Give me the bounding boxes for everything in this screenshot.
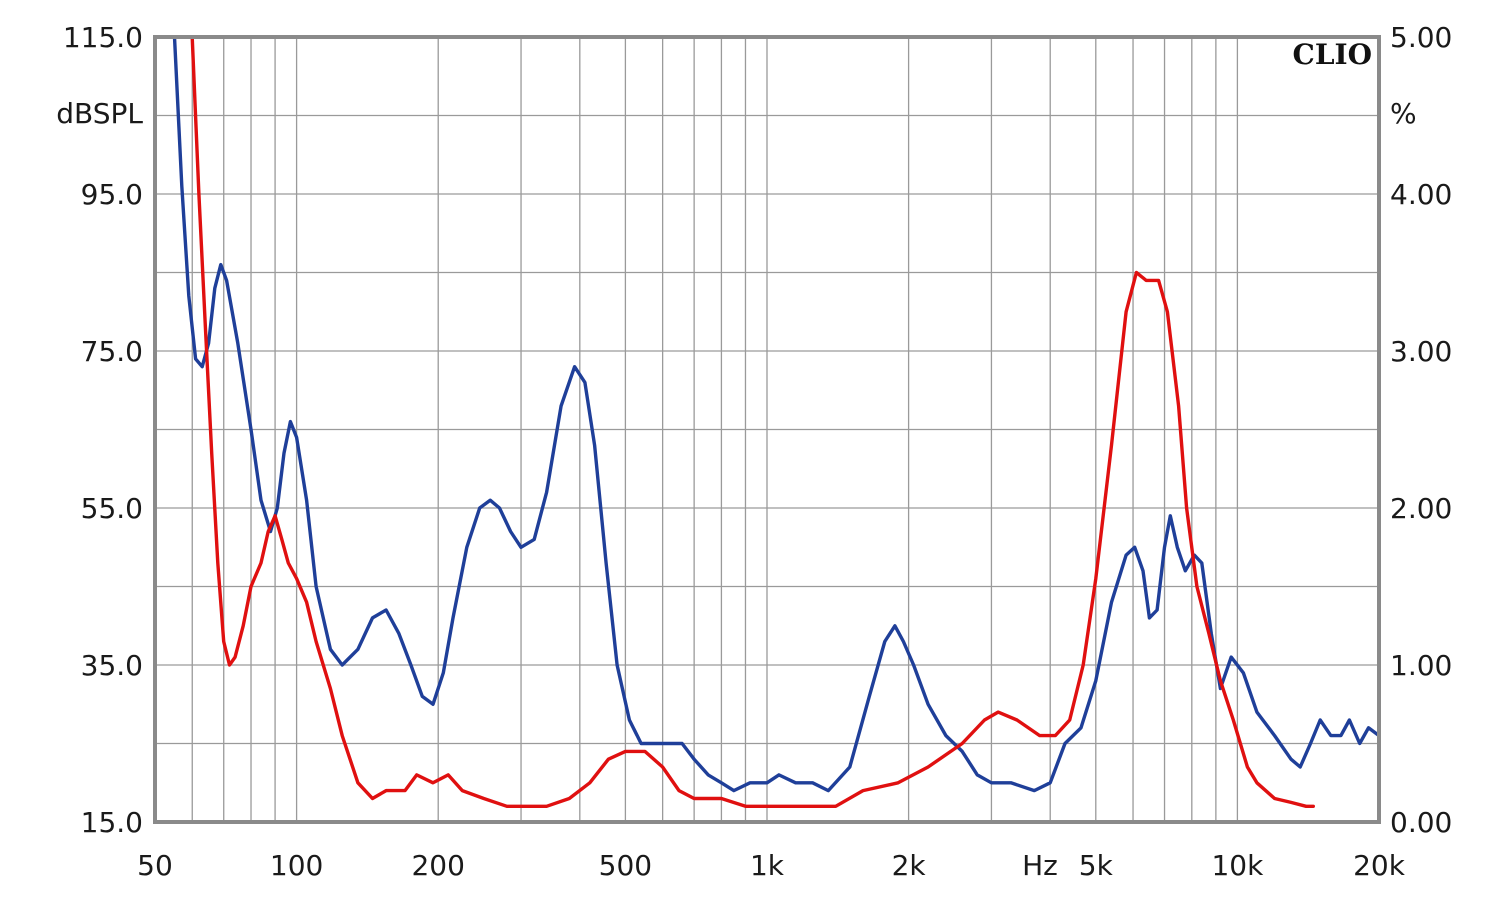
y-left-tick-label: 55.0 bbox=[81, 492, 143, 525]
x-tick-label: 10k bbox=[1211, 849, 1264, 882]
x-tick-label: 1k bbox=[750, 849, 785, 882]
series-layer bbox=[172, 35, 1381, 808]
x-tick-label: 50 bbox=[137, 849, 173, 882]
x-tick-label: 200 bbox=[411, 849, 464, 882]
y-left-tick-label: 75.0 bbox=[81, 335, 143, 368]
x-tick-label: 100 bbox=[270, 849, 323, 882]
y-right-unit-label: % bbox=[1390, 97, 1417, 130]
y-right-tick-label: 1.00 bbox=[1390, 649, 1452, 682]
y-right-tick-label: 3.00 bbox=[1390, 335, 1452, 368]
y-right-tick-label: 5.00 bbox=[1390, 21, 1452, 54]
series-line-1 bbox=[190, 35, 1315, 808]
y-left-tick-label: 15.0 bbox=[81, 806, 143, 839]
y-left-tick-label: 95.0 bbox=[81, 178, 143, 211]
y-right-tick-label: 0.00 bbox=[1390, 806, 1452, 839]
brand-logo: CLIO bbox=[1293, 38, 1372, 71]
x-unit-label: Hz bbox=[1022, 849, 1058, 882]
y-right-tick-label: 2.00 bbox=[1390, 492, 1452, 525]
grid bbox=[155, 37, 1379, 822]
x-tick-label: 2k bbox=[892, 849, 927, 882]
axis-labels: dBSPL % Hz CLIO 115.0 95.0 75.0 55.0 35.0 15.… bbox=[56, 21, 1452, 882]
y-left-tick-label: 115.0 bbox=[63, 21, 143, 54]
y-left-tick-label: 35.0 bbox=[81, 649, 143, 682]
y-right-tick-label: 4.00 bbox=[1390, 178, 1452, 211]
x-tick-label: 5k bbox=[1079, 849, 1114, 882]
plot-frame bbox=[153, 35, 1381, 824]
x-tick-label: 20k bbox=[1353, 849, 1406, 882]
x-tick-label: 500 bbox=[599, 849, 652, 882]
y-left-unit-label: dBSPL bbox=[56, 97, 143, 130]
